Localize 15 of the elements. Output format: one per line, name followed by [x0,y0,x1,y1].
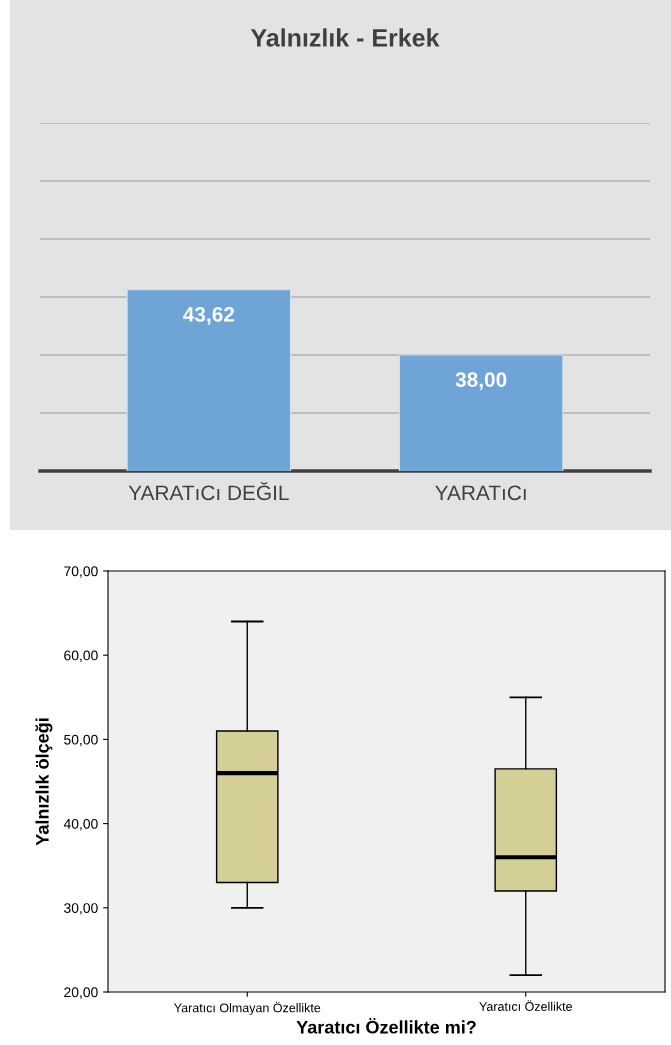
x-tick-label: Yaratıcı Özellikte [479,1000,572,1011]
y-axis-title: Yalnızlık ölçeği [35,718,53,846]
y-tick-label: 40,00 [63,818,98,831]
x-tick-label: YARATıCı DEĞIL [128,481,289,501]
y-tick-label: 50,00 [64,734,98,747]
data-label: 38,00 [455,372,507,390]
x-tick-label: Yaratıcı Olmayan Özellikte [174,1001,321,1015]
y-tick-label: 30,00 [64,903,98,915]
data-label: 43,62 [183,307,235,325]
y-tick-label: 70,00 [64,566,98,578]
chart-title: Yalnızlık - Erkek [250,28,440,47]
y-tick-label: 60,00 [64,650,98,663]
x-axis-title: Yaratıcı Özellikte mi? [296,1018,476,1034]
x-tick-label: YARATıCı [435,485,526,501]
y-tick-label: 20,00 [64,987,98,999]
